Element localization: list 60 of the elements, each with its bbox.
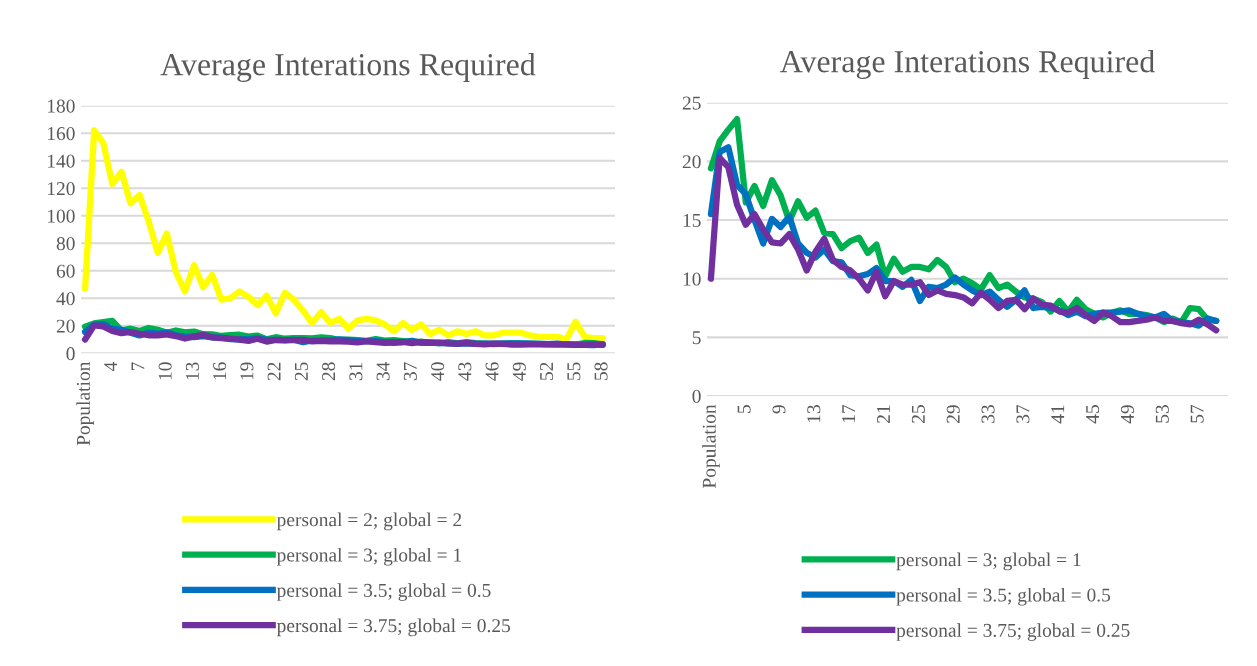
- x-tick-label: 7: [131, 362, 145, 371]
- chart-title: Average Interations Required: [160, 52, 536, 83]
- x-tick-label: Population: [76, 361, 94, 446]
- legend-label: personal = 3.75; global = 0.25: [896, 623, 1130, 641]
- x-tick-label: 19: [240, 362, 254, 380]
- y-tick-label: 120: [47, 182, 75, 196]
- y-tick-label: 40: [56, 292, 75, 306]
- x-tick-label: 55: [567, 362, 581, 380]
- x-tick-label: 41: [1051, 405, 1065, 424]
- x-tick-label: 9: [772, 405, 786, 414]
- x-tick-label: 22: [267, 362, 281, 381]
- y-tick-label: 80: [56, 237, 75, 251]
- x-tick-label: 49: [1120, 405, 1134, 424]
- legend-label: personal = 2; global = 2: [276, 512, 462, 531]
- legend-label: personal = 3; global = 1: [896, 552, 1081, 571]
- x-tick-label: 31: [349, 362, 363, 381]
- y-tick-label: 10: [683, 272, 701, 286]
- x-tick-label: 43: [458, 362, 472, 381]
- y-tick-label: 60: [56, 264, 75, 278]
- y-tick-label: 180: [47, 99, 75, 113]
- x-tick-label: 57: [1190, 404, 1204, 423]
- x-tick-label: 25: [294, 362, 308, 381]
- x-tick-label: 25: [911, 405, 925, 423]
- y-tick-label: 5: [692, 331, 701, 345]
- y-tick-label: 0: [692, 389, 701, 403]
- x-tick-label: 17: [842, 404, 855, 423]
- legend-label: personal = 3.5; global = 0.5: [276, 583, 491, 601]
- x-tick-label: 53: [1155, 405, 1169, 423]
- x-tick-label: 37: [1016, 404, 1030, 423]
- x-tick-label: 34: [376, 361, 390, 381]
- legend-label: personal = 3.5; global = 0.5: [896, 587, 1111, 606]
- x-tick-label: Population: [702, 404, 720, 489]
- x-tick-label: 29: [946, 405, 960, 423]
- x-tick-label: 10: [158, 362, 172, 380]
- y-tick-label: 100: [47, 209, 75, 223]
- x-tick-label: 46: [485, 362, 499, 381]
- chart-title: Average Interations Required: [780, 49, 1155, 80]
- x-tick-label: 58: [594, 362, 608, 380]
- x-tick-label: 28: [322, 362, 336, 381]
- x-tick-label: 33: [981, 405, 995, 423]
- x-tick-label: 13: [185, 362, 199, 380]
- x-tick-label: 13: [807, 405, 821, 423]
- x-tick-label: 40: [431, 362, 445, 381]
- x-tick-label: 49: [512, 362, 526, 381]
- x-tick-label: 16: [213, 362, 227, 380]
- y-tick-label: 20: [682, 155, 701, 169]
- y-tick-label: 160: [47, 127, 75, 141]
- x-tick-label: 5: [737, 405, 751, 413]
- legend-label: personal = 3; global = 1: [276, 547, 461, 566]
- legend-label: personal = 3.75; global = 0.25: [276, 618, 511, 637]
- x-tick-label: 52: [540, 362, 554, 380]
- y-tick-label: 140: [47, 154, 75, 168]
- y-tick-label: 0: [66, 347, 75, 361]
- y-tick-label: 15: [683, 213, 701, 227]
- x-tick-label: 21: [876, 405, 890, 423]
- x-tick-label: 4: [104, 361, 118, 371]
- y-tick-label: 25: [682, 96, 701, 110]
- x-tick-label: 37: [403, 362, 417, 381]
- x-tick-label: 45: [1086, 405, 1100, 424]
- y-tick-label: 20: [56, 319, 75, 333]
